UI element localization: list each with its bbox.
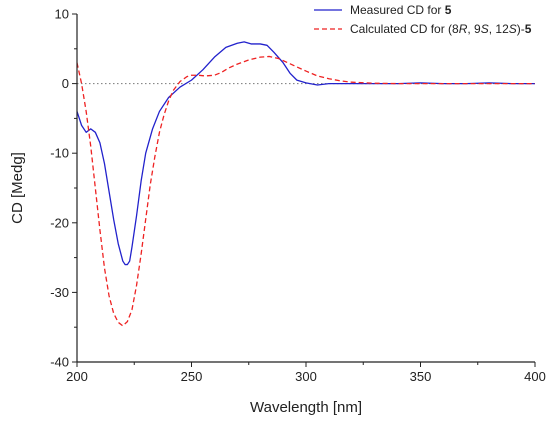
- y-tick-label: -10: [50, 146, 69, 161]
- x-tick-label: 400: [524, 369, 546, 384]
- y-tick-label: -20: [50, 215, 69, 230]
- y-tick-label: -30: [50, 285, 69, 300]
- series-line-measured: [77, 41, 535, 266]
- series-line-calculated: [77, 55, 535, 327]
- x-tick-label: 300: [295, 369, 317, 384]
- y-tick-label: 0: [62, 76, 69, 91]
- ticks: 200 250 300 350 400 10 0 -10 -20 -30 -40: [50, 7, 546, 385]
- x-tick-label: 250: [181, 369, 203, 384]
- series-layer: [77, 41, 535, 327]
- legend-label-measured: Measured CD for 5: [350, 3, 452, 17]
- y-tick-label: -40: [50, 355, 69, 370]
- axes: [76, 14, 535, 363]
- x-tick-label: 350: [410, 369, 432, 384]
- y-tick-label: 10: [55, 7, 69, 22]
- y-axis-title: CD [Medg]: [9, 152, 26, 224]
- x-tick-label: 200: [66, 369, 88, 384]
- legend-label-calculated: Calculated CD for (8R, 9S, 12S)-5: [350, 22, 532, 36]
- x-axis-title: Wavelength [nm]: [250, 399, 362, 416]
- legend: Measured CD for 5 Calculated CD for (8R, …: [314, 3, 532, 36]
